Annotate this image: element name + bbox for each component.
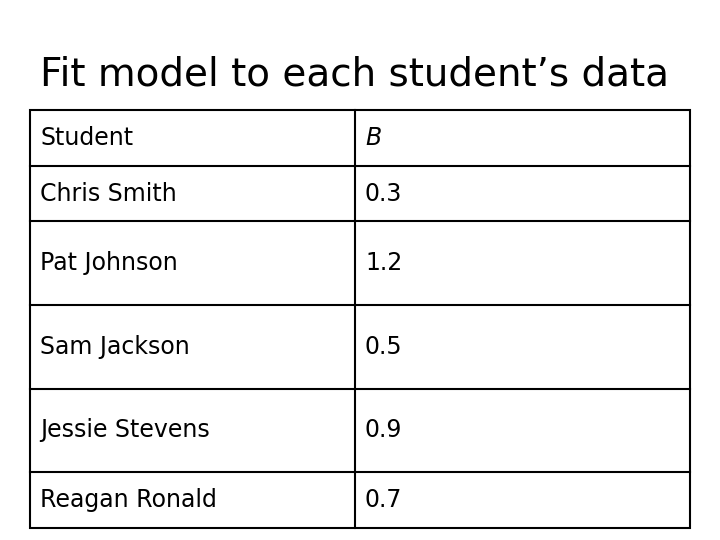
Text: Reagan Ronald: Reagan Ronald <box>40 488 217 512</box>
Text: Fit model to each student’s data: Fit model to each student’s data <box>40 55 669 93</box>
Text: Sam Jackson: Sam Jackson <box>40 335 190 359</box>
Text: Pat Johnson: Pat Johnson <box>40 251 178 275</box>
Text: 0.5: 0.5 <box>365 335 402 359</box>
Text: Jessie Stevens: Jessie Stevens <box>40 418 210 442</box>
Text: 1.2: 1.2 <box>365 251 402 275</box>
Text: 0.7: 0.7 <box>365 488 402 512</box>
Text: B: B <box>365 126 382 150</box>
Text: Chris Smith: Chris Smith <box>40 181 176 206</box>
Bar <box>30 110 690 528</box>
Text: 0.3: 0.3 <box>365 181 402 206</box>
Text: Student: Student <box>40 126 133 150</box>
Text: 0.9: 0.9 <box>365 418 402 442</box>
